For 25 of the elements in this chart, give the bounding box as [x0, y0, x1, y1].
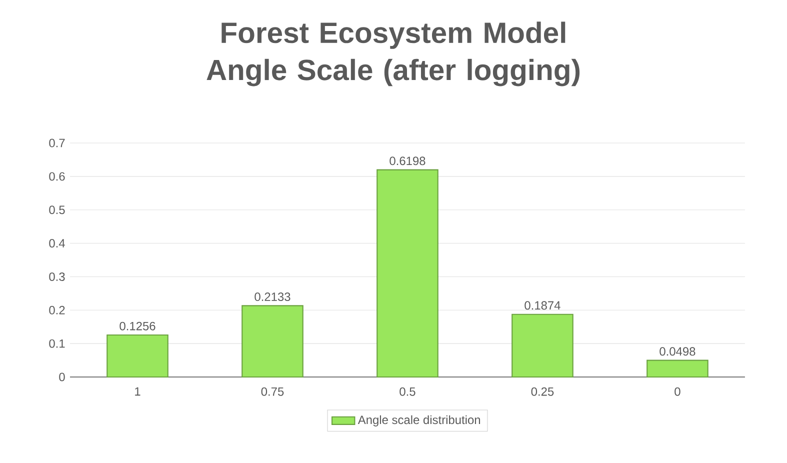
x-tick-label: 0.5	[400, 387, 416, 396]
legend-label: Angle scale distribution	[358, 415, 480, 426]
data-label: 0.1874	[524, 301, 560, 310]
x-tick-label: 0	[674, 387, 680, 396]
data-label: 0.2133	[254, 292, 290, 302]
bar	[106, 334, 168, 378]
y-tick-label: 0.3	[49, 272, 65, 281]
data-label: 0.1256	[120, 322, 156, 330]
y-tick-label: 0.2	[49, 306, 65, 314]
bar	[646, 360, 708, 378]
bar	[512, 314, 574, 378]
y-tick-label: 0.4	[49, 239, 65, 248]
x-tick-label: 0.25	[531, 387, 554, 396]
y-tick-label: 0.1	[49, 339, 65, 348]
y-tick-label: 0	[59, 372, 65, 382]
y-tick-label: 0.7	[49, 138, 65, 148]
x-tick-label: 1	[135, 387, 140, 396]
x-tick-label: 0.75	[261, 387, 284, 396]
data-label: 0.0498	[660, 347, 696, 356]
bar	[242, 305, 304, 378]
data-label: 0.6198	[390, 156, 426, 166]
y-tick-label: 0.6	[49, 172, 65, 181]
y-tick-label: 0.5	[49, 206, 65, 214]
bar	[376, 169, 438, 378]
chart-title: Forest Ecosystem Model Angle Scale (after logging)	[206, 22, 580, 86]
